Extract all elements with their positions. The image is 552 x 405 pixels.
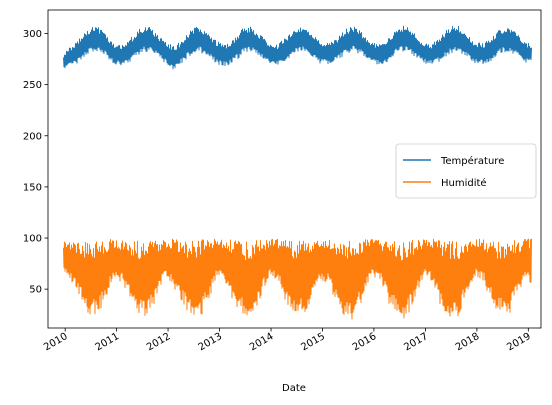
y-tick-label: 100 <box>23 234 42 245</box>
y-axis: 50 100 150 200 250 300 <box>23 29 48 296</box>
y-tick-label: 200 <box>23 131 42 142</box>
series-line-humidity <box>63 238 532 320</box>
y-tick-label: 250 <box>23 80 42 91</box>
x-axis-title: Date <box>282 383 306 394</box>
legend-box <box>395 143 537 199</box>
legend-label-temperature: Température <box>440 155 504 167</box>
legend: Température Humidité <box>395 143 537 199</box>
legend-label-humidity: Humidité <box>441 177 487 189</box>
y-tick-label: 50 <box>29 285 42 296</box>
y-tick-label: 150 <box>23 182 42 193</box>
axes-frame <box>47 9 542 329</box>
series-layer <box>63 25 532 320</box>
y-tick-label: 300 <box>23 29 42 40</box>
series-line-temperature <box>63 25 532 70</box>
